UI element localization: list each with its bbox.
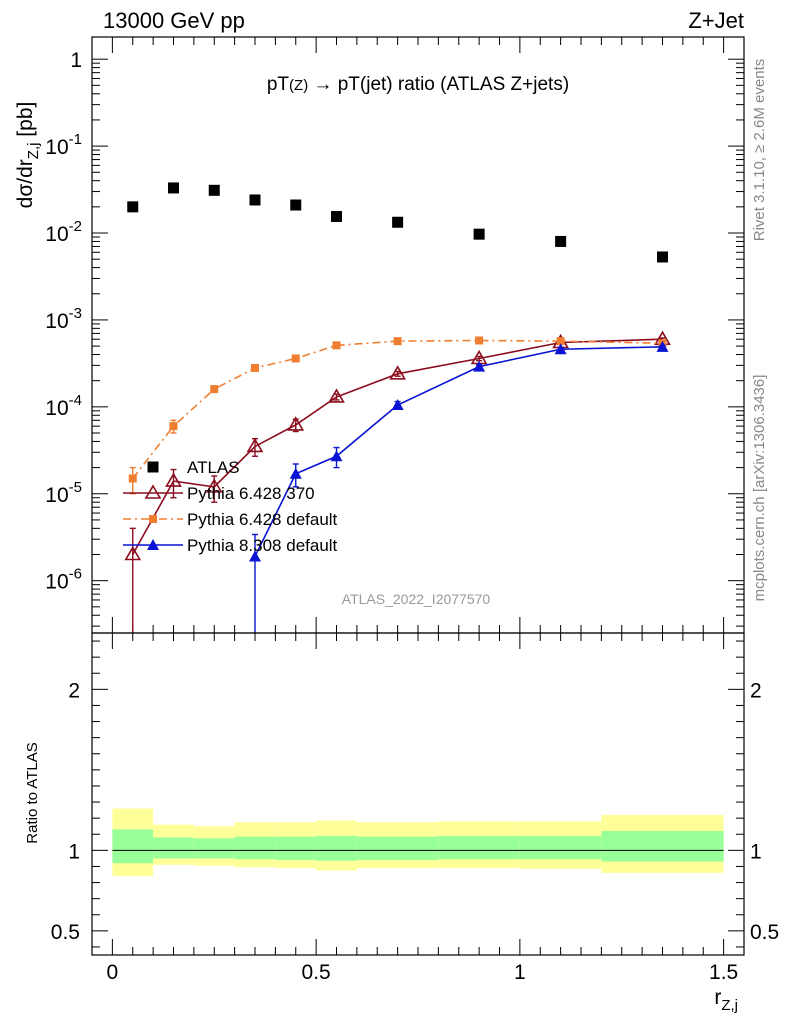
- data-point: [331, 210, 342, 222]
- main-ytick-label: 10-1: [45, 131, 82, 159]
- data-point: [149, 515, 157, 523]
- main-ytick-labels: 10-6 10-5 10-4 10-3 10-2 10-1 1: [45, 49, 82, 593]
- data-point: [169, 422, 178, 431]
- ratio-inner-band: [234, 836, 276, 860]
- data-point: [328, 388, 345, 403]
- legend-label: Pythia 6.428 370: [187, 484, 315, 503]
- ratio-panel-frame: [91, 632, 745, 956]
- rivet-version-label: Rivet 3.1.10, ≥ 2.6M events: [751, 59, 768, 242]
- ratio-ytick-label-left: 1: [68, 840, 80, 863]
- data-point: [205, 478, 223, 493]
- main-ytick-label: 1: [70, 49, 82, 72]
- ratio-inner-band: [153, 837, 194, 859]
- ratio-ytick-label-right: 1: [750, 840, 762, 863]
- series-line: [132, 338, 663, 555]
- data-point: [246, 437, 264, 453]
- ratio-inner-band: [519, 835, 602, 860]
- data-point: [208, 184, 220, 196]
- series-0: [127, 182, 668, 263]
- xtick-labels: 0 0.5 1 1.5: [107, 961, 739, 984]
- main-ytick-label: 10-6: [45, 566, 82, 594]
- header-process-label: Z+Jet: [688, 8, 744, 33]
- data-point: [147, 539, 159, 550]
- data-point: [127, 201, 139, 213]
- data-point: [291, 354, 300, 363]
- ratio-axis-ticks: [92, 633, 744, 955]
- data-point: [657, 251, 668, 263]
- main-ytick-label: 10-5: [45, 479, 82, 507]
- ratio-inner-band: [112, 829, 154, 864]
- x-axis-label: rZ,j: [714, 986, 738, 1014]
- mcplots-label: mcplots.cern.ch [arXiv:1306.3436]: [751, 375, 768, 602]
- data-point: [165, 472, 182, 487]
- data-point: [332, 341, 341, 350]
- ratio-inner-band: [275, 836, 317, 861]
- data-point: [656, 340, 669, 352]
- ratio-ylabel: Ratio to ATLAS: [24, 742, 41, 843]
- data-point: [556, 337, 565, 346]
- ratio-ytick-label-left: 2: [68, 679, 80, 702]
- legend: ATLAS Pythia 6.428 370 Pythia 6.428 defaul…: [123, 458, 338, 555]
- legend-label: Pythia 6.428 default: [187, 510, 338, 529]
- header-energy-label: 13000 GeV pp: [103, 8, 245, 33]
- main-series-layer: [124, 182, 671, 633]
- data-point: [391, 399, 404, 411]
- ratio-inner-band: [316, 835, 357, 861]
- data-point: [128, 474, 137, 483]
- data-point: [290, 199, 302, 211]
- data-point: [475, 336, 484, 345]
- ratio-inner-band: [438, 835, 520, 860]
- data-point: [249, 550, 261, 562]
- data-point: [147, 461, 159, 473]
- xtick-label: 1: [514, 961, 526, 984]
- chart-title: pT(Z) → pT(jet) ratio (ATLAS Z+jets): [267, 74, 569, 95]
- main-ytick-label: 10-2: [45, 218, 82, 246]
- series-1: [124, 330, 671, 633]
- data-point: [251, 363, 259, 372]
- data-point: [330, 450, 343, 462]
- data-point: [389, 365, 407, 380]
- ratio-ytick-labels: 0.5 0.5 1 1 2 2: [51, 679, 779, 944]
- xtick-label: 0: [107, 961, 119, 984]
- ratio-inner-band: [193, 838, 235, 859]
- data-point: [210, 385, 219, 394]
- series-3: [249, 340, 669, 633]
- data-point: [555, 235, 567, 247]
- series-line: [132, 339, 663, 479]
- main-axis-ticks: [92, 37, 744, 633]
- main-ytick-label: 10-3: [45, 305, 82, 333]
- ratio-inner-band: [601, 831, 724, 862]
- ratio-ytick-label-right: 2: [750, 679, 762, 702]
- xtick-label: 1.5: [709, 961, 738, 984]
- legend-label: ATLAS: [187, 458, 240, 477]
- ratio-inner-band: [356, 836, 439, 861]
- main-ylabel: dσ/drZ,j [pb]: [14, 102, 42, 209]
- data-point: [393, 337, 402, 346]
- ratio-ytick-label-right: 0.5: [750, 921, 779, 944]
- main-panel: 10-6 10-5 10-4 10-3 10-2 10-1 1 pT(Z) → pT(jet…: [14, 36, 745, 634]
- data-point: [392, 216, 404, 228]
- data-point: [144, 484, 162, 499]
- xtick-label: 0.5: [302, 961, 331, 984]
- data-point: [168, 182, 179, 194]
- data-point: [287, 416, 305, 431]
- data-point: [473, 228, 485, 240]
- main-ytick-label: 10-4: [45, 392, 82, 420]
- data-point: [473, 360, 486, 372]
- ratio-bands: [112, 808, 724, 877]
- data-point: [554, 343, 567, 355]
- data-point: [289, 467, 302, 479]
- ratio-panel: 0.5 0.5 1 1 2 2 Ratio to ATLAS 0 0.5 1 1.5 rZ,j: [24, 632, 779, 1014]
- analysis-label: ATLAS_2022_I2077570: [342, 591, 491, 607]
- data-point: [249, 194, 261, 206]
- data-point: [124, 545, 142, 561]
- legend-label: Pythia 8.308 default: [187, 536, 338, 555]
- ratio-ytick-label-left: 0.5: [51, 921, 80, 944]
